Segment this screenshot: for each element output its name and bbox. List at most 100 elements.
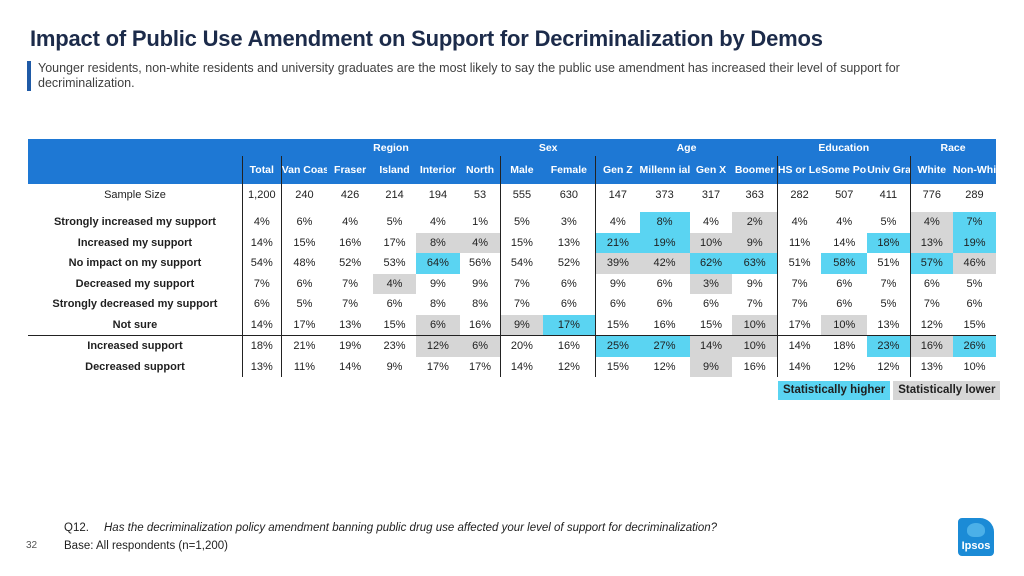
- table-cell: 7%: [342, 277, 359, 290]
- table-cell: 13%: [877, 318, 900, 331]
- table-cell: 10%: [689, 232, 733, 253]
- table-row: Not sure 14% 17% 13% 15% 6% 16% 9% 17% 15% 16% 15% 1…: [28, 314, 996, 336]
- table-cell: 4%: [342, 216, 359, 229]
- table-cell: 15%: [500, 232, 543, 253]
- table-row: Decreased my support 7% 6% 7% 4% 9% 9% 7% 6% 9% 6%…: [28, 273, 996, 294]
- table-cell: 7%: [746, 298, 763, 311]
- table-cell: 9%: [689, 356, 733, 377]
- table-cell: 1%: [472, 216, 488, 229]
- table-cell: 21%: [595, 232, 640, 253]
- column-header: Some PostSec: [821, 156, 868, 184]
- table-cell: 16%: [909, 335, 953, 357]
- column-header: Total: [241, 156, 282, 184]
- table-cell: 52%: [339, 257, 362, 270]
- table-cell: 7%: [776, 273, 822, 294]
- column-header: Boomer: [732, 156, 778, 184]
- table-cell: 373: [655, 188, 674, 201]
- table-cell: 13%: [241, 356, 282, 377]
- column-header: Non-White: [952, 156, 996, 184]
- column-header: Univ Grad: [867, 156, 911, 184]
- table-cell: 10%: [963, 360, 986, 373]
- table-cell: 10%: [732, 314, 778, 336]
- table-cell: 4%: [373, 273, 416, 294]
- table-cell: 147: [595, 184, 640, 205]
- table-cell: 52%: [557, 257, 580, 270]
- table-cell: 4%: [241, 212, 282, 233]
- table-cell: 7%: [241, 273, 282, 294]
- header-group-sex: Sex: [500, 139, 596, 156]
- table-cell: 51%: [776, 253, 822, 274]
- table-cell: 17%: [776, 314, 822, 336]
- table-cell: 240: [280, 184, 328, 205]
- table-cell: 20%: [500, 335, 543, 357]
- table-cell: 14%: [241, 232, 282, 253]
- significance-legend: Statistically higher Statistically lower: [778, 381, 1001, 400]
- table-cell: 6%: [560, 298, 577, 311]
- legend-higher: Statistically higher: [778, 381, 891, 400]
- table-cell: 6%: [280, 273, 328, 294]
- table-cell: 5%: [880, 216, 897, 229]
- table-cell: 12%: [653, 360, 676, 373]
- accent-bar: [27, 61, 31, 91]
- table-cell: 4%: [836, 216, 853, 229]
- table-cell: 14%: [500, 356, 543, 377]
- table-cell: 48%: [280, 253, 328, 274]
- row-spacer: [28, 205, 996, 212]
- table-cell: 23%: [867, 335, 911, 357]
- table-cell: 6%: [595, 294, 640, 315]
- table-cell: 15%: [595, 356, 640, 377]
- ipsos-logo: Ipsos: [958, 518, 994, 556]
- table-cell: 42%: [639, 253, 690, 274]
- table-cell: 8%: [429, 298, 446, 311]
- table-cell: 9%: [429, 277, 446, 290]
- table-cell: 9%: [746, 277, 763, 290]
- header-corner: [28, 139, 243, 156]
- table-cell: 63%: [732, 253, 778, 274]
- base-note: Base: All respondents (n=1,200): [64, 540, 228, 552]
- row-label: Increased support: [28, 335, 243, 357]
- table-cell: 5%: [280, 294, 328, 315]
- table-cell: 5%: [500, 212, 543, 233]
- page-title: Impact of Public Use Amendment on Suppor…: [30, 26, 823, 51]
- question-id: Q12.: [64, 522, 89, 534]
- table-cell: 53%: [383, 257, 406, 270]
- table-cell: 46%: [952, 253, 996, 274]
- legend-lower: Statistically lower: [893, 381, 1001, 400]
- table-cell: 555: [500, 184, 543, 205]
- table-cell: 14%: [833, 236, 856, 249]
- table-cell: 13%: [339, 318, 362, 331]
- table-cell: 1,200: [241, 184, 282, 205]
- table-cell: 7%: [952, 212, 996, 233]
- table-cell: 19%: [952, 232, 996, 253]
- table-cell: 11%: [776, 232, 822, 253]
- table-cell: 2%: [732, 212, 778, 233]
- table-row: Increased support 18% 21% 19% 23% 12% 6% 20% 16%…: [28, 335, 996, 357]
- table-cell: 6%: [386, 298, 403, 311]
- question-footnote: Q12. Has the decriminalization policy ame…: [64, 522, 717, 534]
- row-label: Sample Size: [104, 188, 166, 201]
- table-cell: 6%: [280, 212, 328, 233]
- table-cell: 6%: [459, 335, 501, 357]
- row-label: Decreased support: [85, 360, 185, 373]
- column-header: North: [459, 156, 501, 184]
- column-header: Van Coastal: [280, 156, 328, 184]
- table-cell: 426: [340, 188, 360, 201]
- table-cell: 4%: [776, 212, 822, 233]
- table-cell: 39%: [595, 253, 640, 274]
- table-cell: 64%: [415, 253, 460, 274]
- table-cell: 15%: [699, 318, 723, 331]
- table-cell: 12%: [877, 360, 900, 373]
- table-cell: 776: [909, 184, 953, 205]
- table-cell: 3%: [560, 216, 577, 229]
- table-row: Increased my support 14% 15% 16% 17% 8% 4% 15% 1…: [28, 232, 996, 253]
- header-group-education: Education: [777, 139, 911, 156]
- table-row: Strongly decreased my support 6% 5% 7% 6% 8% 8…: [28, 294, 996, 315]
- column-header: HS or Less: [776, 156, 822, 184]
- table-cell: 4%: [429, 216, 446, 229]
- table-cell: 15%: [963, 318, 986, 331]
- table-cell: 8%: [472, 298, 488, 311]
- header-group-total: [242, 139, 282, 156]
- table-cell: 9%: [472, 277, 488, 290]
- table-cell: 26%: [952, 335, 996, 357]
- table-cell: 21%: [280, 335, 328, 357]
